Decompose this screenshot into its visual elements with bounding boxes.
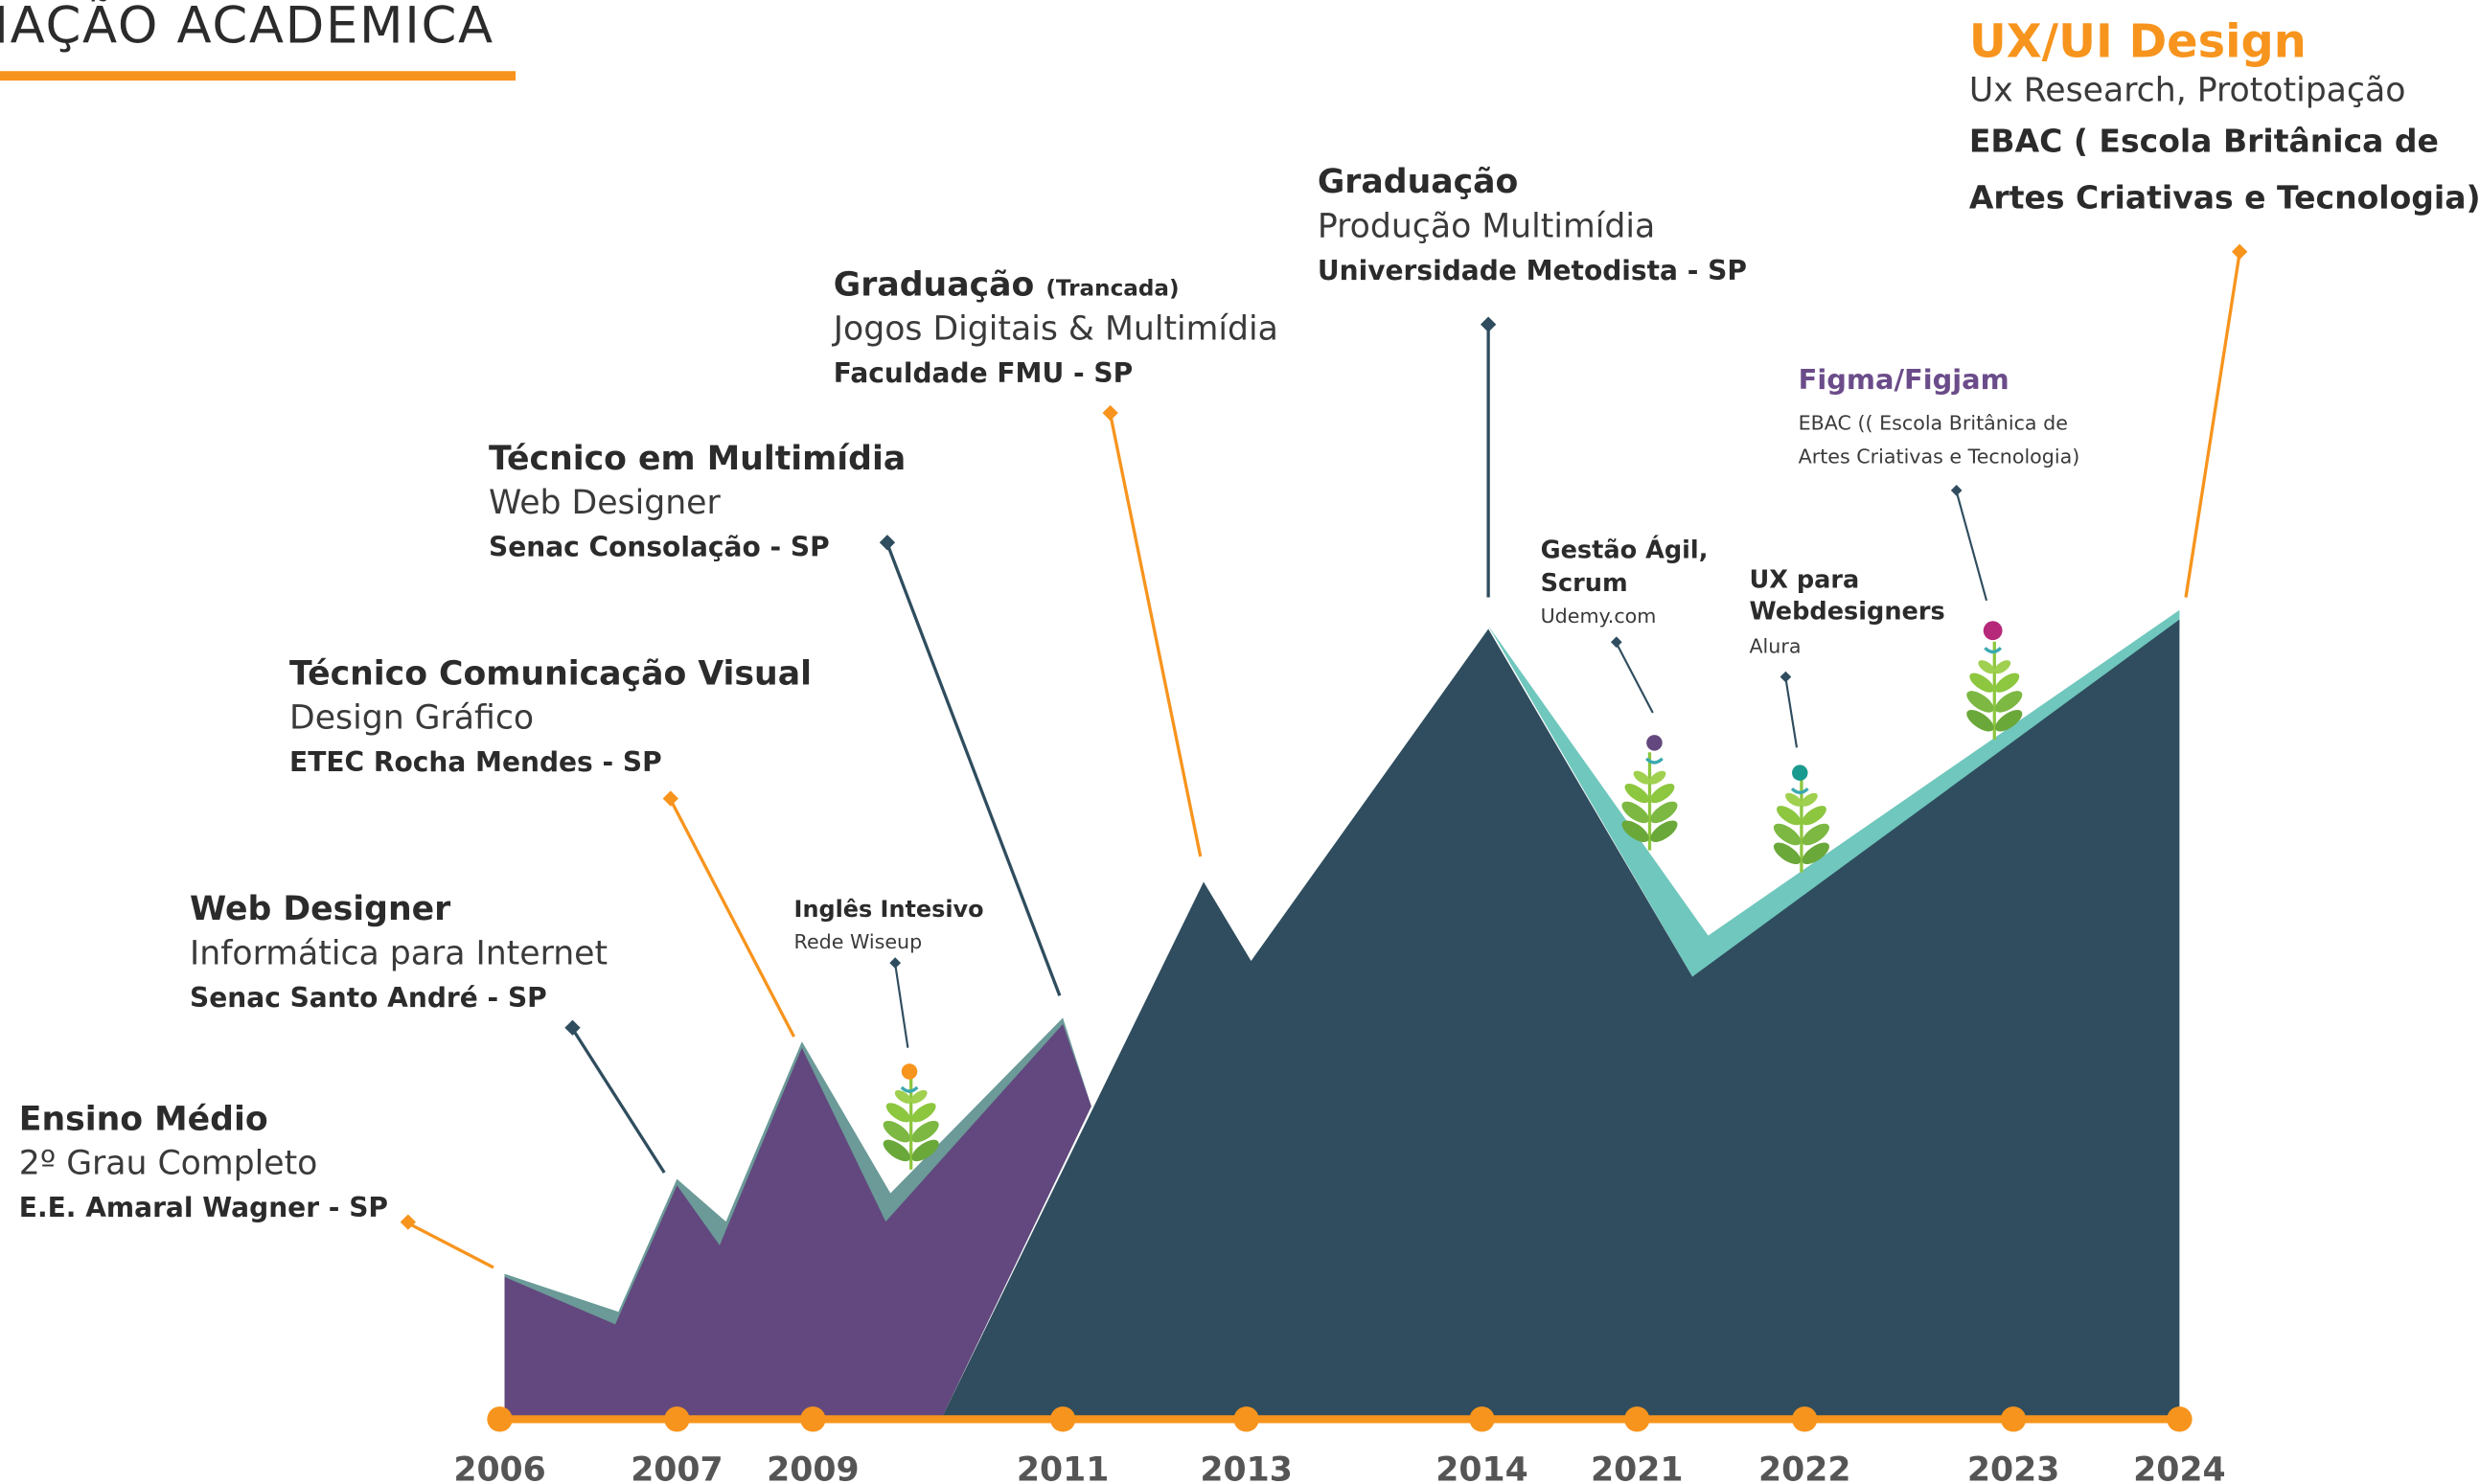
year-dot	[1792, 1406, 1817, 1431]
course-title: Figma/Figjam	[1799, 363, 2009, 396]
year-dot	[2001, 1406, 2026, 1431]
milestone: Graduação Produção Multimídia Universida…	[1318, 163, 1747, 286]
milestone-note: (Trancada)	[1045, 276, 1179, 301]
year-dot	[1469, 1406, 1494, 1431]
course-school: Rede Wiseup	[794, 930, 923, 953]
year-label: 2009	[767, 1451, 859, 1484]
year-dot	[1624, 1406, 1649, 1431]
year-label: 2006	[453, 1451, 545, 1484]
milestone-title: Graduação	[1318, 163, 1518, 201]
milestone-title: Técnico Comunicação Visual	[289, 654, 812, 693]
year-label: 2014	[1435, 1451, 1527, 1484]
course: Figma/Figjam EBAC (( Escola Britânica de…	[1799, 363, 2080, 468]
milestone-school: EBAC ( Escola Britânica de	[1969, 122, 2439, 159]
year-dot	[1050, 1406, 1075, 1431]
course-title: Scrum	[1541, 569, 1628, 598]
page: {"header": {"title": "IAÇÃO ACADEMICA"},…	[0, 0, 2480, 1484]
milestone-title-text: Graduação	[834, 265, 1034, 304]
course-school: Udemy.com	[1541, 605, 1657, 628]
course: Inglês Intesivo Rede Wiseup	[794, 896, 984, 953]
year-dot	[487, 1406, 512, 1431]
course-title: Inglês Intesivo	[794, 896, 984, 923]
course-title: Gestão Ágil,	[1541, 536, 1709, 564]
year-label: 2007	[631, 1451, 723, 1484]
page-title: IAÇÃO ACADEMICA	[0, 0, 494, 56]
course: Gestão Ágil, Scrum Udemy.com	[1541, 536, 1709, 628]
milestone-subtitle: Jogos Digitais & Multimídia	[832, 310, 1278, 349]
milestone-subtitle: Design Gráfico	[289, 698, 534, 737]
year-label: 2022	[1758, 1451, 1850, 1484]
milestone: Técnico em Multimídia Web Designer Senac…	[489, 440, 906, 563]
milestone-school: Senac Consolação - SP	[489, 532, 830, 563]
milestone-subtitle: Ux Research, Prototipação	[1969, 72, 2406, 110]
milestone-title: Graduação (Trancada)	[834, 265, 1180, 304]
milestone: Técnico Comunicação Visual Design Gráfic…	[289, 654, 812, 778]
course-school: EBAC (( Escola Britânica de	[1799, 412, 2068, 435]
year-label: 2024	[2133, 1451, 2225, 1484]
course-school: Artes Criativas e Tecnologia)	[1799, 445, 2080, 468]
milestone-school: Faculdade FMU - SP	[834, 357, 1133, 389]
title-underline	[0, 71, 516, 80]
timeline-infographic: IAÇÃO ACADEMICA 2006 2007 2009 2011 2013 2014…	[0, 0, 2480, 1484]
milestone-title: Ensino Médio	[19, 1100, 268, 1138]
milestone-school: ETEC Rocha Mendes - SP	[289, 746, 662, 778]
milestone-title: UX/UI Design	[1969, 15, 2307, 68]
year-label: 2023	[1967, 1451, 2059, 1484]
milestone-school: Senac Santo André - SP	[190, 982, 547, 1014]
course-school: Alura	[1749, 634, 1801, 657]
course-title: UX para	[1749, 566, 1859, 595]
year-dot	[2167, 1406, 2192, 1431]
milestone: UX/UI Design Ux Research, Prototipação E…	[1969, 15, 2480, 216]
year-label: 2011	[1017, 1451, 1109, 1484]
milestone-subtitle: Web Designer	[489, 484, 722, 522]
year-dot	[664, 1406, 689, 1431]
year-dot	[800, 1406, 825, 1431]
milestone-school: Artes Criativas e Tecnologia)	[1969, 179, 2480, 217]
year-label: 2013	[1200, 1451, 1292, 1484]
course: UX para Webdesigners Alura	[1749, 566, 1944, 658]
milestone-subtitle: 2º Grau Completo	[19, 1145, 318, 1183]
milestone: Ensino Médio 2º Grau Completo E.E. Amara…	[19, 1100, 388, 1223]
milestone-subtitle: Informática para Internet	[190, 934, 608, 972]
milestone-title: Web Designer	[190, 890, 450, 928]
milestone-school: Universidade Metodista - SP	[1318, 255, 1747, 286]
milestone: Graduação (Trancada) Jogos Digitais & Mu…	[832, 265, 1278, 389]
milestone: Web Designer Informática para Internet S…	[190, 890, 608, 1014]
milestone-subtitle: Produção Multimídia	[1318, 207, 1655, 245]
year-dot	[1233, 1406, 1258, 1431]
milestone-school: E.E. Amaral Wagner - SP	[19, 1192, 388, 1223]
course-title: Webdesigners	[1749, 598, 1944, 627]
year-label: 2021	[1591, 1451, 1683, 1484]
milestone-title: Técnico em Multimídia	[489, 440, 906, 478]
